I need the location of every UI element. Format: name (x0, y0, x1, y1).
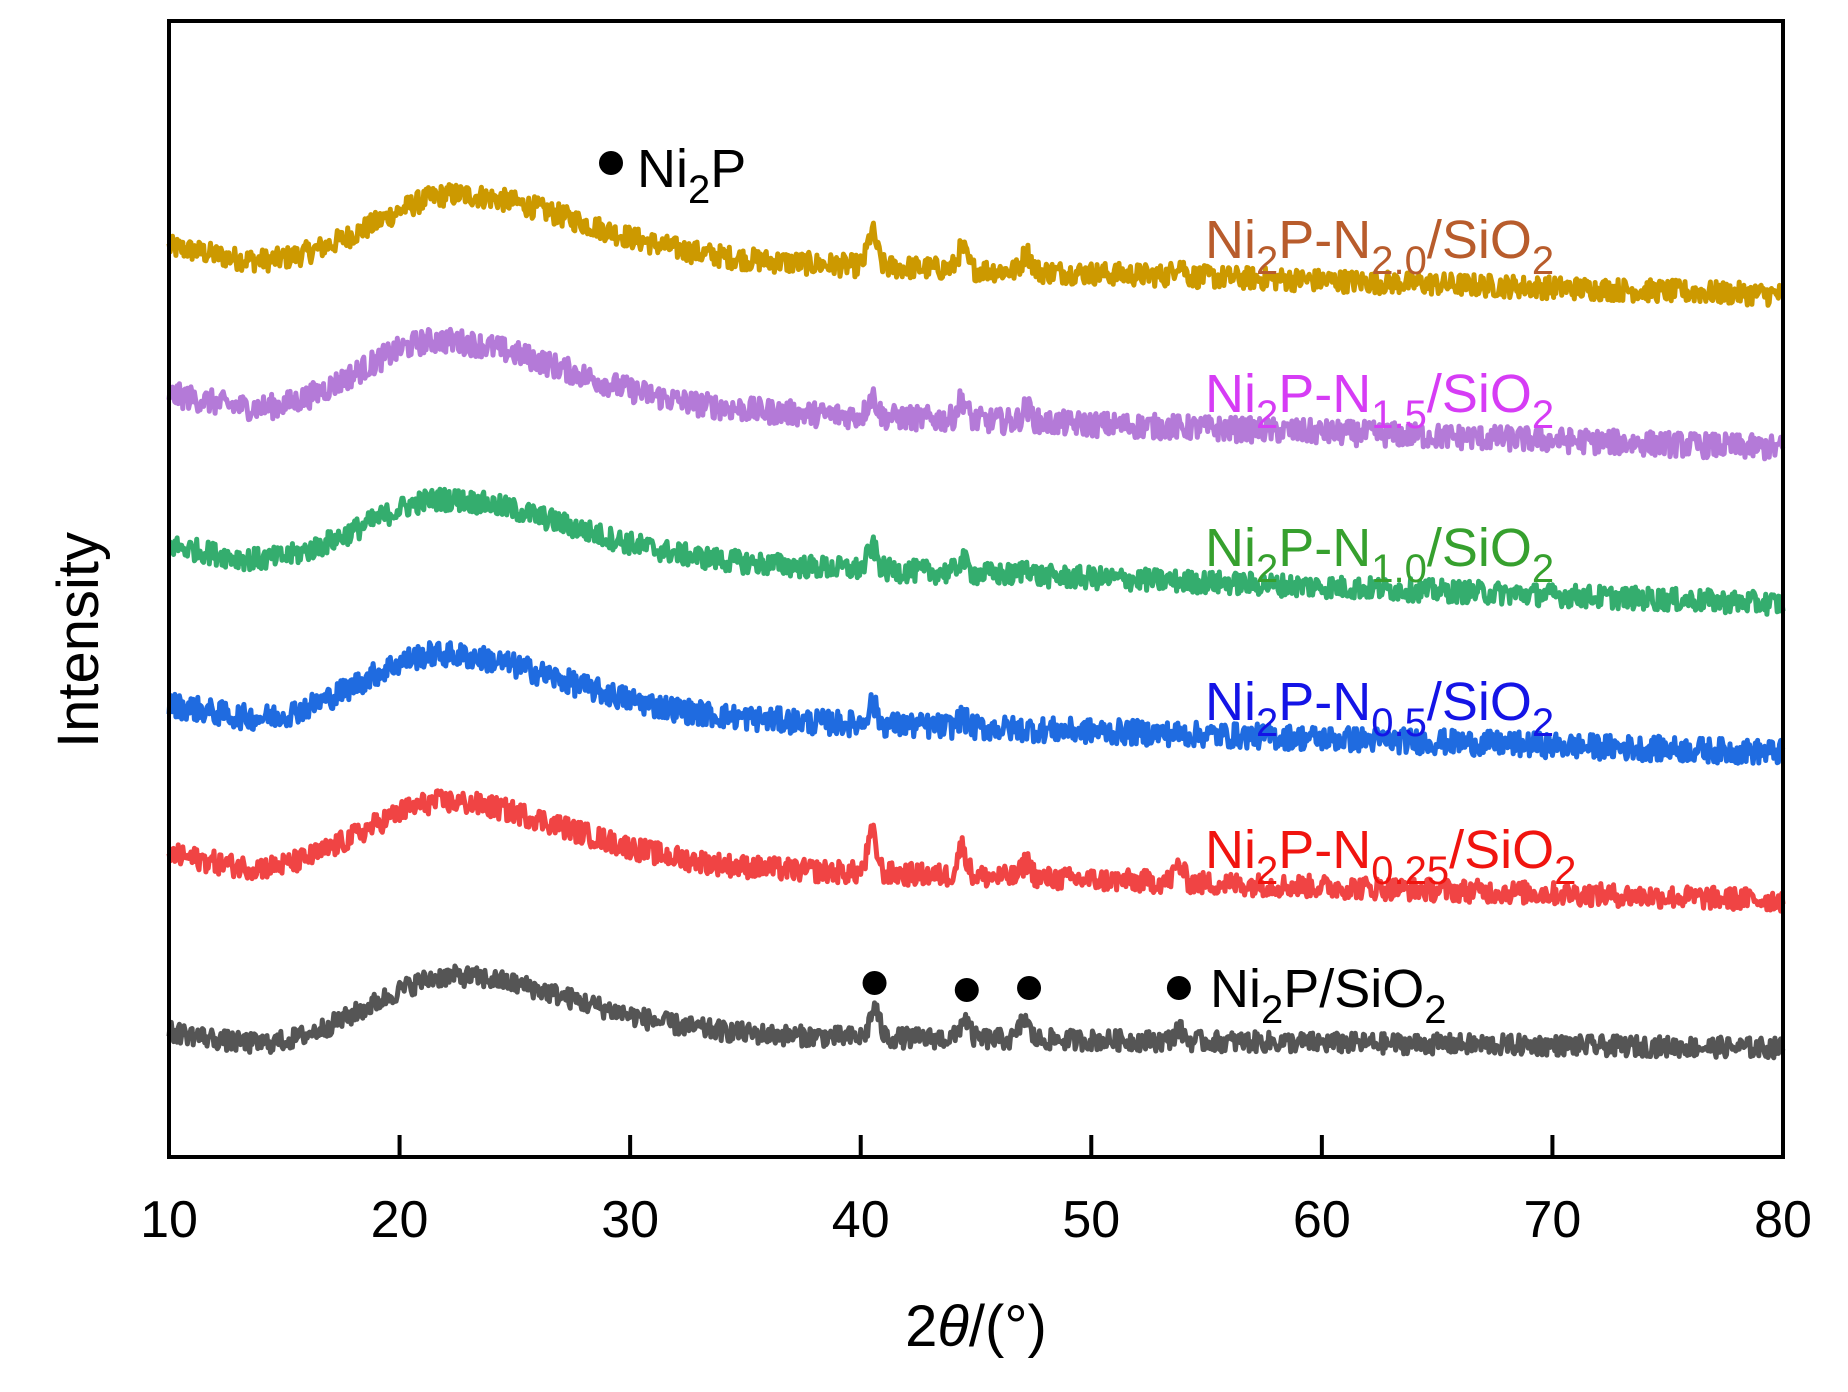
series-label: Ni2P-N0.25/SiO2 (1205, 820, 1576, 893)
legend-marker-dot (599, 151, 623, 175)
x-tick-label: 30 (601, 1191, 659, 1249)
series-trace (166, 326, 1786, 462)
series-labels: Ni2P-N2.0/SiO2 Ni2P-N1.5/SiO2 Ni2P-N1.0/Si… (1205, 210, 1576, 1032)
series-label: Ni2P-N0.5/SiO2 (1205, 672, 1554, 745)
series-label: Ni2P/SiO2 (1210, 959, 1447, 1032)
x-tick-label: 60 (1293, 1191, 1351, 1249)
x-axis-ticks (397, 1135, 1555, 1157)
x-tick-label: 40 (832, 1191, 890, 1249)
series-trace (166, 182, 1785, 308)
series-trace (166, 788, 1786, 914)
legend-label: Ni2P (637, 139, 746, 212)
series-label: Ni2P-N2.0/SiO2 (1205, 210, 1554, 283)
peak-marker-dot (1166, 976, 1191, 1000)
series-label: Ni2P-N1.0/SiO2 (1205, 518, 1554, 591)
x-tick-label: 10 (140, 1191, 198, 1249)
y-axis-title: Intensity (46, 532, 111, 748)
peak-marker-dot (954, 978, 979, 1002)
series-trace (167, 486, 1786, 617)
series-trace (166, 963, 1786, 1061)
x-axis-title: 2θ/(°) (905, 1294, 1047, 1359)
phase-legend: Ni2P (599, 139, 746, 212)
peak-markers (862, 971, 1191, 1002)
x-tick-label: 80 (1754, 1191, 1812, 1249)
series-trace (166, 640, 1786, 766)
plot-frame (167, 19, 1785, 1159)
peak-marker-dot (862, 971, 887, 995)
series-label: Ni2P-N1.5/SiO2 (1205, 364, 1554, 437)
peak-marker-dot (1017, 976, 1042, 1000)
x-tick-label: 20 (371, 1191, 429, 1249)
series-traces (166, 182, 1786, 1061)
x-tick-label: 70 (1524, 1191, 1582, 1249)
x-tick-label: 50 (1062, 1191, 1120, 1249)
x-axis-tick-labels: 10 20 30 40 50 60 70 80 (140, 1191, 1812, 1249)
